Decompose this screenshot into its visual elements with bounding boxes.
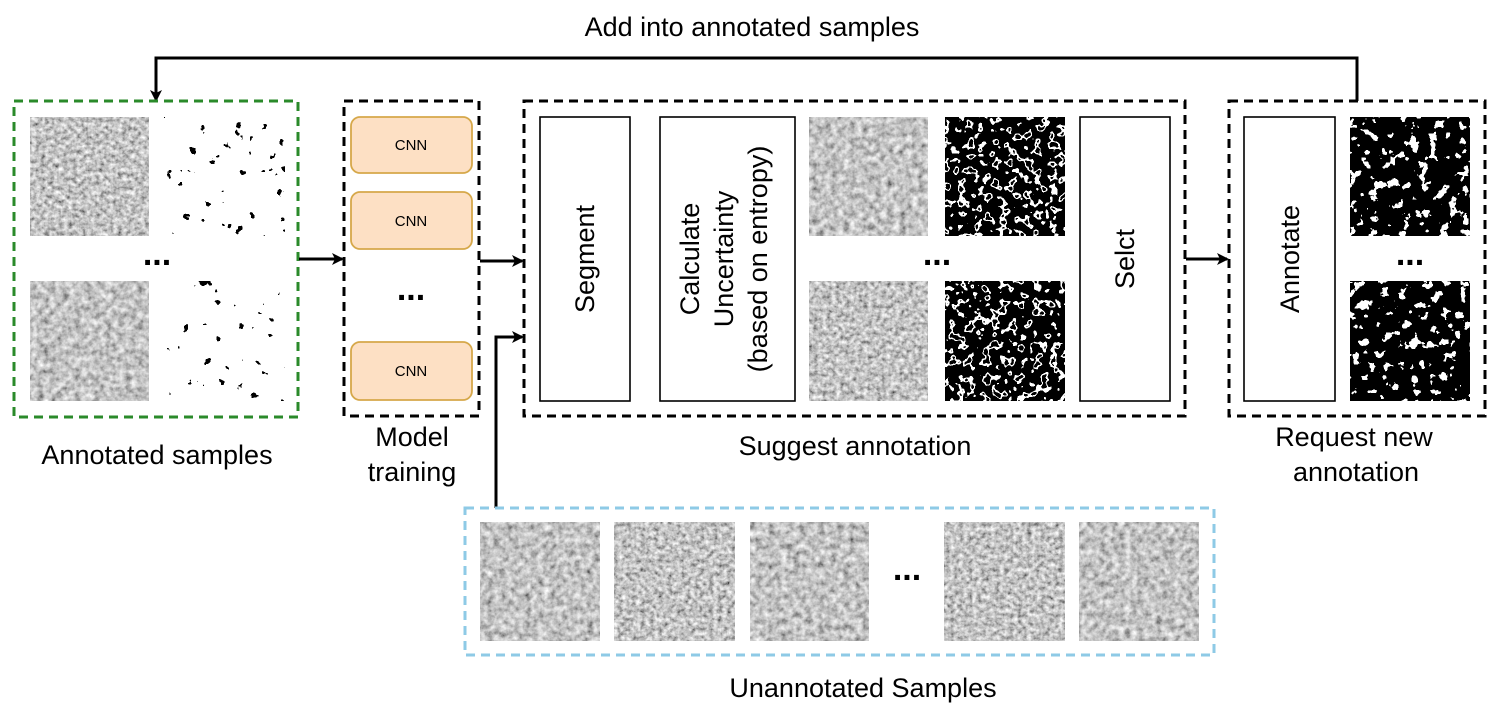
annotated-mask-1 (164, 117, 285, 236)
unannotated-samples-border (463, 506, 1216, 657)
model-training-group: CNN CNN ... CNN (342, 99, 481, 418)
request-annotation-border (1227, 99, 1487, 418)
feedback-label: Add into annotated samples (585, 12, 920, 42)
uncertainty-label-line2: Uncertainty (709, 190, 739, 327)
uncertainty-label-line3: (based on entropy) (743, 146, 773, 373)
uncertainty-label-line1: Calculate (675, 203, 705, 316)
annotated-mask-2 (164, 281, 285, 401)
unannotated-image-3 (750, 522, 869, 641)
unannotated-image-2 (614, 522, 735, 641)
cnn-block-2 (350, 191, 473, 250)
unannotated-samples-caption: Unannotated Samples (729, 673, 996, 703)
cnn-label-1: CNN (395, 137, 428, 154)
training-ellipsis: ... (397, 270, 425, 308)
annotate-box (1243, 116, 1336, 402)
uncertainty-box (659, 116, 796, 402)
request-annotation-caption-line2: annotation (1293, 457, 1419, 487)
suggest-ellipsis: ... (923, 235, 951, 273)
segment-box (539, 116, 631, 402)
feedback-arrow (150, 56, 1359, 102)
arrow-unannotated-to-suggest (494, 331, 524, 508)
annotated-image-2 (30, 281, 149, 401)
unannotated-samples-group: ... (463, 506, 1216, 657)
new-mask-1 (1350, 117, 1470, 236)
model-training-border (342, 99, 481, 418)
request-annotation-caption-line1: Request new (1275, 422, 1433, 452)
suggest-annotation-group: Segment Calculate Uncertainty (based on … (522, 99, 1187, 418)
annotated-samples-group: ... (12, 99, 300, 419)
uncertainty-map-1 (945, 117, 1065, 236)
annotated-samples-border (12, 99, 300, 419)
request-ellipsis: ... (1396, 235, 1424, 273)
suggest-image-2 (809, 281, 928, 401)
unannotated-image-1 (480, 522, 600, 641)
unannotated-image-5 (1079, 522, 1199, 641)
request-annotation-group: Annotate ... (1227, 99, 1487, 418)
model-training-caption-line2: training (368, 457, 457, 487)
suggest-annotation-border (522, 99, 1187, 418)
cnn-block-3 (350, 341, 473, 401)
cnn-label-2: CNN (395, 213, 428, 230)
annotate-label: Annotate (1275, 205, 1305, 313)
select-box (1079, 116, 1171, 402)
model-training-caption-line1: Model (375, 422, 449, 452)
annotated-samples-caption: Annotated samples (41, 440, 272, 470)
suggest-annotation-caption: Suggest annotation (739, 431, 972, 461)
select-label: Selct (1110, 228, 1140, 289)
annotated-ellipsis: ... (143, 235, 171, 273)
cnn-block-1 (350, 116, 473, 174)
segment-label: Segment (570, 204, 600, 313)
new-mask-2 (1350, 281, 1470, 401)
cnn-label-3: CNN (395, 363, 428, 380)
unannotated-image-4 (944, 522, 1065, 641)
unannotated-ellipsis: ... (893, 550, 921, 588)
suggest-image-1 (809, 117, 928, 236)
uncertainty-map-2 (945, 281, 1065, 401)
annotated-image-1 (30, 117, 149, 236)
